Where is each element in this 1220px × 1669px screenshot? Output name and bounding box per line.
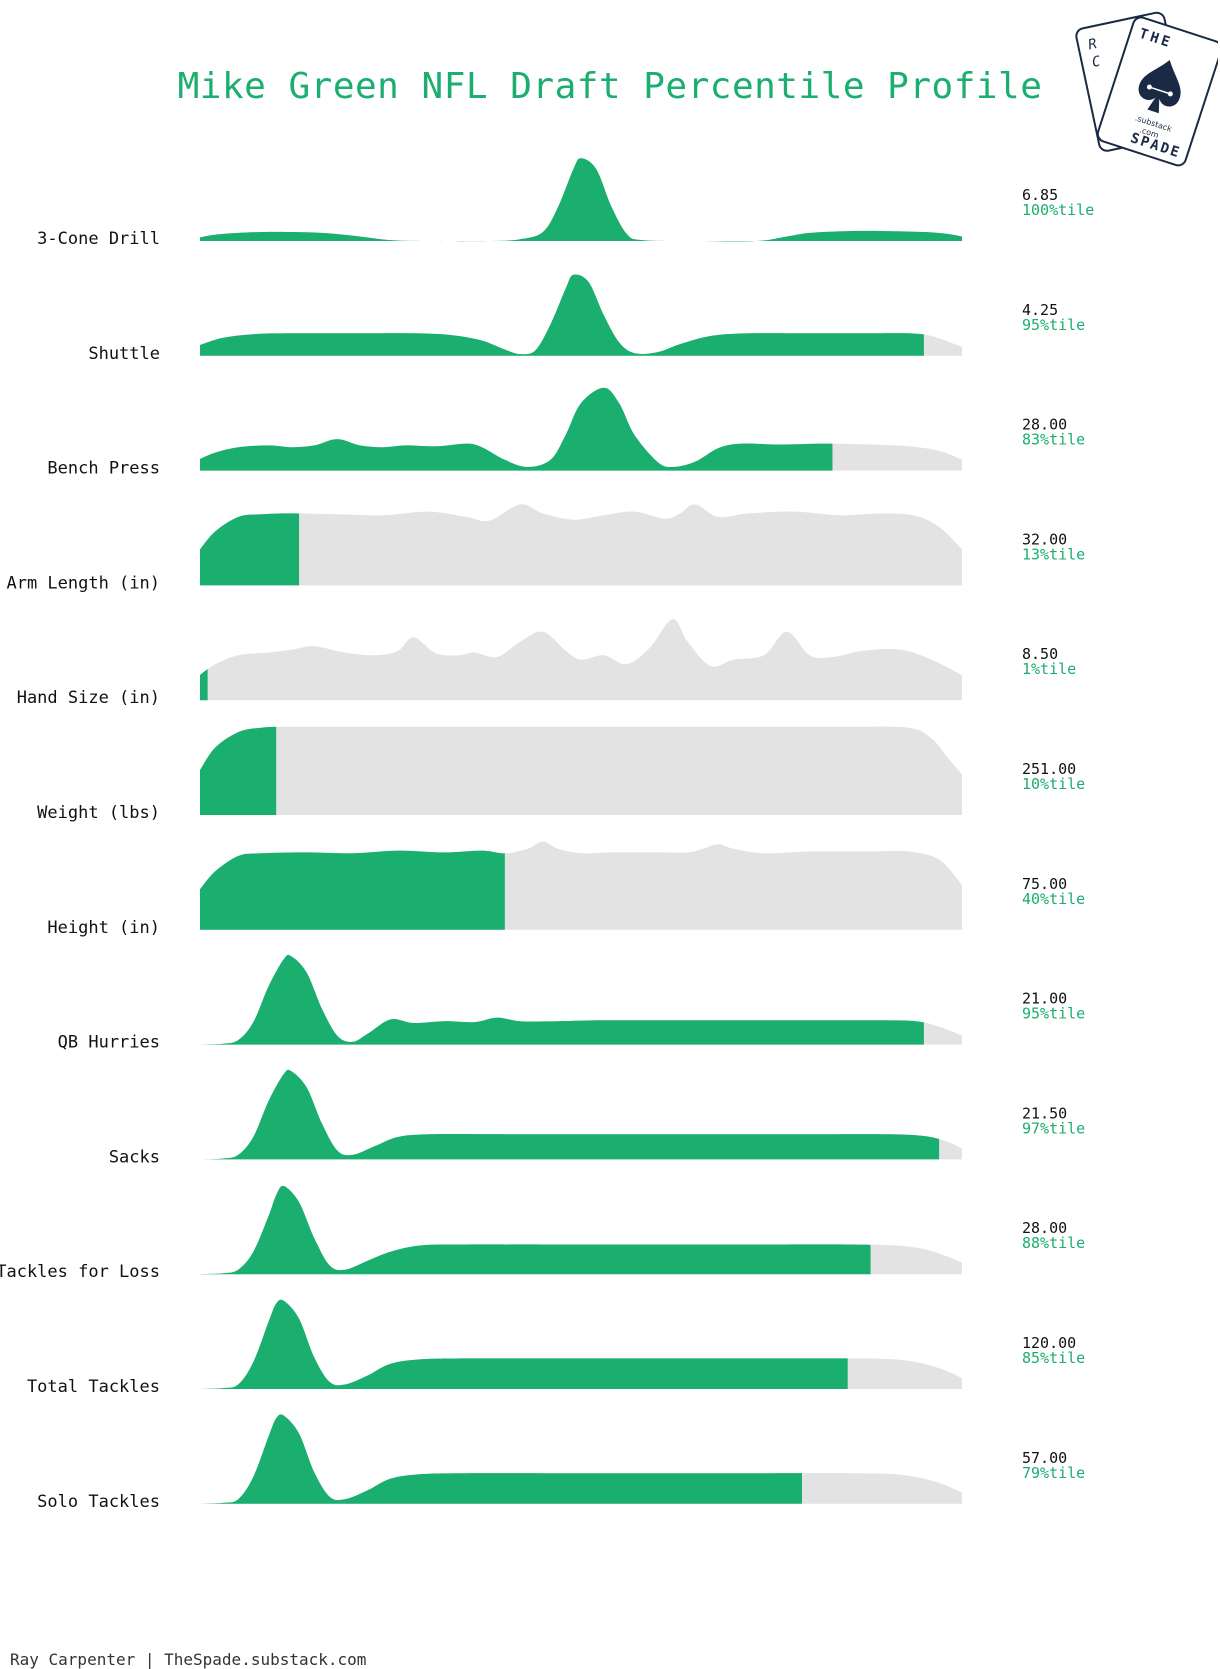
- row-percentile: 85%tile: [1022, 1349, 1085, 1367]
- percentile-fill: [200, 387, 833, 471]
- row-label: Arm Length (in): [6, 573, 160, 593]
- row-percentile: 83%tile: [1022, 431, 1085, 449]
- row-percentile: 79%tile: [1022, 1464, 1085, 1482]
- density-curve: [200, 619, 962, 701]
- row-percentile: 40%tile: [1022, 890, 1085, 908]
- row-value: 32.00: [1022, 530, 1067, 548]
- ridge-row: Hand Size (in) 8.501%tile: [17, 619, 1076, 708]
- row-label: Weight (lbs): [37, 803, 160, 823]
- row-value: 4.25: [1022, 301, 1058, 319]
- percentile-fill: [200, 274, 924, 356]
- percentile-fill: [200, 850, 505, 930]
- row-label: Bench Press: [47, 459, 160, 479]
- row-percentile: 95%tile: [1022, 316, 1085, 334]
- logo-letter-r: R: [1087, 36, 1099, 53]
- the-spade-logo: R C THE SPADE .substack .com: [1075, 11, 1218, 167]
- front-card: THE SPADE .substack .com: [1096, 16, 1218, 167]
- row-label: Height (in): [47, 918, 160, 938]
- percentile-fill: [200, 1299, 848, 1389]
- row-label: Solo Tackles: [37, 1492, 160, 1512]
- row-label: 3-Cone Drill: [37, 229, 160, 249]
- row-percentile: 88%tile: [1022, 1234, 1085, 1252]
- row-label: Total Tackles: [27, 1377, 160, 1397]
- percentile-fill: [200, 954, 924, 1045]
- row-percentile: 97%tile: [1022, 1119, 1085, 1137]
- row-value: 21.50: [1022, 1104, 1067, 1122]
- row-label: Shuttle: [88, 344, 160, 364]
- footer-credit: Ray Carpenter | TheSpade.substack.com: [10, 1650, 367, 1669]
- row-percentile: 100%tile: [1022, 201, 1094, 219]
- row-value: 8.50: [1022, 645, 1058, 663]
- percentile-fill: [200, 726, 277, 815]
- density-curve: [200, 504, 962, 586]
- density-curve: [200, 726, 962, 815]
- row-percentile: 13%tile: [1022, 545, 1085, 563]
- row-value: 21.00: [1022, 990, 1067, 1008]
- percentile-fill: [200, 1414, 802, 1504]
- percentile-fill: [200, 1069, 940, 1160]
- percentile-fill: [200, 1185, 871, 1275]
- row-value: 75.00: [1022, 875, 1067, 893]
- chart-title: Mike Green NFL Draft Percentile Profile: [177, 66, 1043, 107]
- percentile-fill: [200, 513, 300, 586]
- ridgeline-rows: 3-Cone Drill6.85100%tileShuttle4.2595%ti…: [0, 158, 1094, 1512]
- row-value: 6.85: [1022, 186, 1058, 204]
- row-value: 57.00: [1022, 1449, 1067, 1467]
- row-percentile: 10%tile: [1022, 775, 1085, 793]
- row-label: Tackles for Loss: [0, 1262, 160, 1282]
- row-label: QB Hurries: [58, 1033, 160, 1053]
- row-value: 28.00: [1022, 1219, 1067, 1237]
- row-value: 120.00: [1022, 1334, 1076, 1352]
- row-value: 28.00: [1022, 416, 1067, 434]
- logo-letter-c: C: [1090, 53, 1102, 71]
- spade-icon: [1138, 60, 1181, 114]
- row-label: Sacks: [109, 1147, 160, 1167]
- percentile-fill: [200, 158, 962, 242]
- row-percentile: 95%tile: [1022, 1005, 1085, 1023]
- row-label: Hand Size (in): [17, 688, 160, 708]
- percentile-fill: [200, 669, 208, 701]
- row-value: 251.00: [1022, 760, 1076, 778]
- row-percentile: 1%tile: [1022, 660, 1076, 678]
